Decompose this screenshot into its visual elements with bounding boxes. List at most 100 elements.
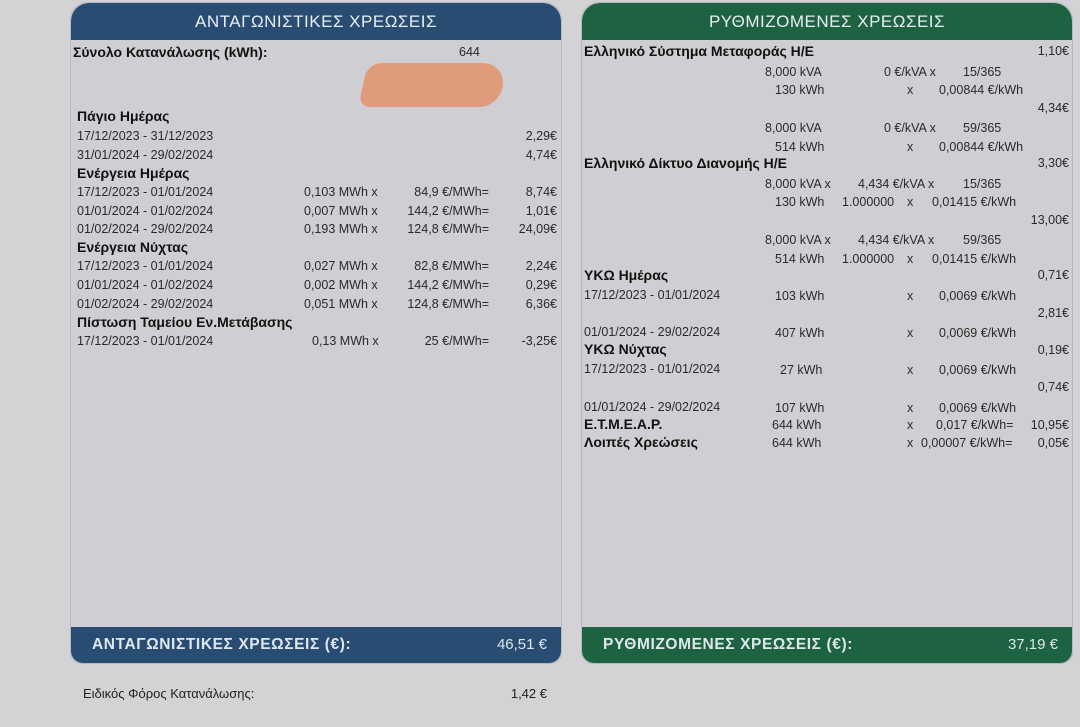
regulated-header: ΡΥΘΜΙΖΟΜΕΝΕΣ ΧΡΕΩΣΕΙΣ: [582, 3, 1072, 40]
yko-day-rate: 0,0069 €/kWh: [939, 326, 1017, 340]
energy-night-rate: 124,8 €/MWh=: [407, 297, 489, 311]
credit-rate: 25 €/MWh=: [424, 334, 489, 348]
energy-day-qty: 0,103 MWh x: [304, 185, 378, 199]
fixed-day-period: 17/12/2023 - 31/12/2023: [77, 129, 214, 143]
etmear-rate: 0,017 €/kWh=: [936, 418, 1014, 432]
competitive-charges-panel: ΑΝΤΑΓΩΝΙΣΤΙΚΕΣ ΧΡΕΩΣΕΙΣ Σύνολο Κατανάλωσ…: [70, 2, 562, 664]
regulated-total-label: ΡΥΘΜΙΖΟΜΕΝΕΣ ΧΡΕΩΣΕΙΣ (€):: [603, 636, 853, 653]
distribution-total: 3,30€: [1037, 156, 1069, 170]
energy-night-period: 01/01/2024 - 01/02/2024: [77, 278, 214, 292]
other-rate: 0,00007 €/kWh=: [921, 436, 1013, 450]
distribution-kwh-rate: 0,01415 €/kWh: [932, 195, 1017, 209]
yko-day-rate: 0,0069 €/kWh: [939, 289, 1017, 303]
distribution-days: 59/365: [963, 233, 1002, 247]
redaction-mark: [358, 63, 508, 107]
multiply-sign: x: [907, 326, 914, 340]
transmission-kwh: 514 kWh: [775, 140, 825, 154]
energy-day-amount: 8,74€: [525, 185, 557, 199]
distribution-factor: 1.000000: [842, 252, 895, 266]
energy-day-period: 17/12/2023 - 01/01/2024: [77, 185, 214, 199]
distribution-total: 13,00€: [1030, 213, 1069, 227]
energy-day-rate: 84,9 €/MWh=: [414, 185, 489, 199]
energy-night-title: Ενέργεια Νύχτας: [77, 239, 188, 255]
transmission-days: 59/365: [963, 121, 1002, 135]
etmear-amount: 10,95€: [1030, 418, 1069, 432]
energy-day-rate: 144,2 €/MWh=: [407, 204, 489, 218]
etmear-title: Ε.Τ.Μ.Ε.Α.Ρ.: [584, 416, 663, 432]
energy-night-amount: 0,29€: [525, 278, 557, 292]
energy-night-period: 01/02/2024 - 29/02/2024: [77, 297, 214, 311]
fixed-day-amount: 2,29€: [525, 129, 557, 143]
distribution-rate: 4,434 €/kVA x: [858, 177, 935, 191]
distribution-kva: 8,000 kVA x: [765, 233, 831, 247]
multiply-sign: x: [907, 140, 914, 154]
consumption-value: 644: [459, 45, 480, 59]
yko-day-period: 17/12/2023 - 01/01/2024: [584, 288, 721, 302]
distribution-days: 15/365: [963, 177, 1002, 191]
energy-night-qty: 0,027 MWh x: [304, 259, 378, 273]
other-amount: 0,05€: [1037, 436, 1069, 450]
other-charges-title: Λοιπές Χρεώσεις: [584, 434, 698, 450]
transmission-days: 15/365: [963, 65, 1002, 79]
distribution-kva: 8,000 kVA x: [765, 177, 831, 191]
transmission-rate: 0 €/kVA x: [884, 65, 936, 79]
yko-day-title: ΥΚΩ Ημέρας: [584, 267, 669, 283]
multiply-sign: x: [907, 418, 914, 432]
competitive-header: ΑΝΤΑΓΩΝΙΣΤΙΚΕΣ ΧΡΕΩΣΕΙΣ: [71, 3, 561, 40]
multiply-sign: x: [907, 436, 914, 450]
yko-night-total: 0,74€: [1037, 380, 1069, 394]
transmission-kwh: 130 kWh: [775, 83, 825, 97]
transmission-total: 4,34€: [1037, 101, 1069, 115]
distribution-rate: 4,434 €/kVA x: [858, 233, 935, 247]
energy-night-qty: 0,002 MWh x: [304, 278, 378, 292]
energy-night-rate: 82,8 €/MWh=: [414, 259, 489, 273]
yko-night-rate: 0,0069 €/kWh: [939, 401, 1017, 415]
yko-night-title: ΥΚΩ Νύχτας: [584, 341, 667, 357]
transmission-rate: 0 €/kVA x: [884, 121, 936, 135]
energy-day-amount: 1,01€: [525, 204, 557, 218]
regulated-total-value: 37,19 €: [1007, 636, 1058, 653]
yko-night-kwh: 27 kWh: [780, 363, 823, 377]
other-kwh: 644 kWh: [772, 436, 822, 450]
yko-day-total: 0,71€: [1037, 268, 1069, 282]
consumption-tax-label: Ειδικός Φόρος Κατανάλωσης:: [83, 686, 255, 701]
energy-day-title: Ενέργεια Ημέρας: [77, 165, 190, 181]
transmission-kva: 8,000 kVA: [765, 121, 822, 135]
distribution-kwh: 130 kWh: [775, 195, 825, 209]
transmission-kva: 8,000 kVA: [765, 65, 822, 79]
yko-night-period: 01/01/2024 - 29/02/2024: [584, 400, 721, 414]
energy-day-qty: 0,193 MWh x: [304, 222, 378, 236]
yko-night-period: 17/12/2023 - 01/01/2024: [584, 362, 721, 376]
fixed-day-period: 31/01/2024 - 29/02/2024: [77, 148, 214, 162]
multiply-sign: x: [907, 401, 914, 415]
energy-day-rate: 124,8 €/MWh=: [407, 222, 489, 236]
fixed-day-title: Πάγιο Ημέρας: [77, 108, 170, 124]
energy-night-qty: 0,051 MWh x: [304, 297, 378, 311]
credit-qty: 0,13 MWh x: [312, 334, 379, 348]
regulated-total-bar: ΡΥΘΜΙΖΟΜΕΝΕΣ ΧΡΕΩΣΕΙΣ (€): 37,19 €: [582, 627, 1072, 663]
etmear-kwh: 644 kWh: [772, 418, 822, 432]
transmission-total: 1,10€: [1037, 44, 1069, 58]
distribution-title: Ελληνικό Δίκτυο Διανομής Η/Ε: [584, 155, 787, 171]
energy-day-period: 01/01/2024 - 01/02/2024: [77, 204, 214, 218]
yko-day-kwh: 407 kWh: [775, 326, 825, 340]
multiply-sign: x: [907, 83, 914, 97]
yko-day-period: 01/01/2024 - 29/02/2024: [584, 325, 721, 339]
energy-day-period: 01/02/2024 - 29/02/2024: [77, 222, 214, 236]
energy-night-amount: 6,36€: [525, 297, 557, 311]
multiply-sign: x: [907, 289, 914, 303]
yko-day-total: 2,81€: [1037, 306, 1069, 320]
transition-credit-title: Πίστωση Ταμείου Εν.Μετάβασης: [77, 314, 293, 330]
energy-day-qty: 0,007 MWh x: [304, 204, 378, 218]
yko-night-rate: 0,0069 €/kWh: [939, 363, 1017, 377]
multiply-sign: x: [907, 363, 914, 377]
yko-day-kwh: 103 kWh: [775, 289, 825, 303]
consumption-tax-row: Ειδικός Φόρος Κατανάλωσης: 1,42 €: [83, 686, 553, 701]
regulated-charges-panel: ΡΥΘΜΙΖΟΜΕΝΕΣ ΧΡΕΩΣΕΙΣ Ελληνικό Σύστημα Μ…: [581, 2, 1073, 664]
fixed-day-amount: 4,74€: [525, 148, 557, 162]
transmission-kwh-rate: 0,00844 €/kWh: [939, 140, 1024, 154]
distribution-kwh-rate: 0,01415 €/kWh: [932, 252, 1017, 266]
credit-amount: -3,25€: [521, 334, 557, 348]
competitive-total-value: 46,51 €: [496, 636, 547, 653]
energy-night-period: 17/12/2023 - 01/01/2024: [77, 259, 214, 273]
